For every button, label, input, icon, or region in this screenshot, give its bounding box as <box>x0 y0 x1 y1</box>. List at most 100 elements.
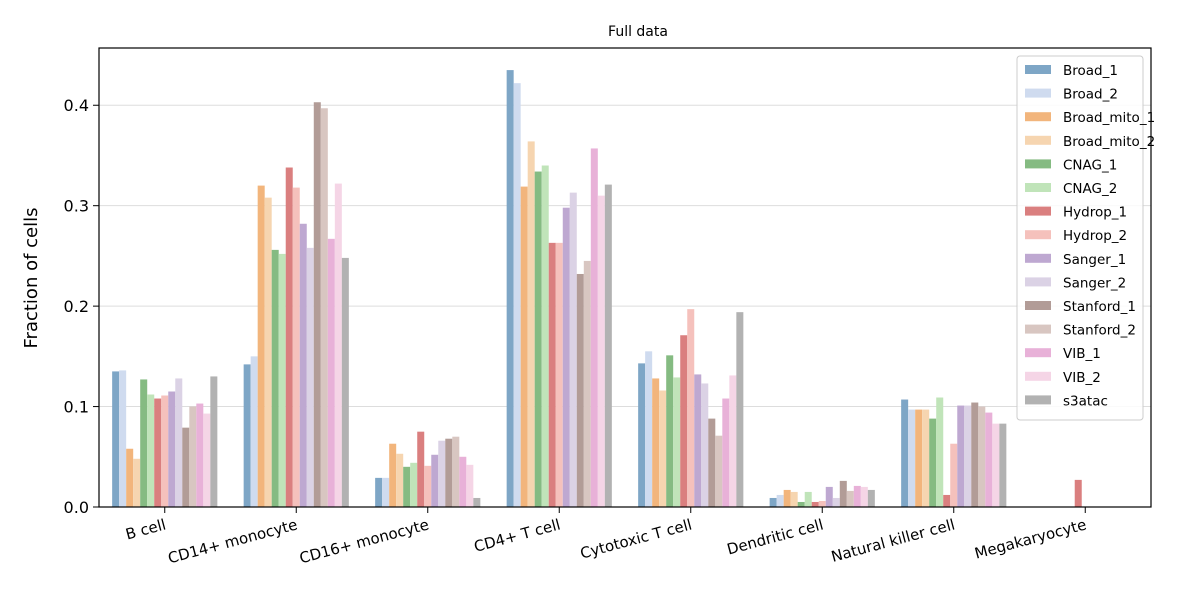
bar-stanford-2-0 <box>189 406 197 507</box>
bar-hydrop-1-2 <box>417 431 425 507</box>
bar-broad-mito-1-3 <box>520 186 528 507</box>
chart-title: Full data <box>608 24 668 40</box>
bar-stanford-1-2 <box>445 438 453 507</box>
bar-vib-1-0 <box>196 403 204 507</box>
bar-vib-2-5 <box>860 486 868 507</box>
bar-hydrop-1-7 <box>1074 479 1082 507</box>
bar-hydrop-2-6 <box>950 443 958 507</box>
y-tick-label: 0.0 <box>64 498 89 517</box>
bar-s3atac-0 <box>210 376 218 507</box>
bar-hydrop-1-6 <box>943 494 951 507</box>
bar-broad-1-1 <box>243 364 251 507</box>
bar-broad-mito-1-2 <box>389 443 397 507</box>
bar-vib-1-6 <box>985 412 993 507</box>
bar-broad-2-3 <box>513 83 521 508</box>
bar-s3atac-3 <box>604 184 612 507</box>
bar-sanger-1-3 <box>562 207 570 507</box>
bar-s3atac-4 <box>736 312 744 507</box>
plot-frame <box>98 47 1152 508</box>
bar-vib-2-2 <box>466 464 474 507</box>
bar-cnag-2-6 <box>936 397 944 507</box>
bar-broad-mito-1-6 <box>915 409 923 507</box>
bar-broad-mito-1-4 <box>652 378 660 507</box>
bar-stanford-1-6 <box>971 402 979 507</box>
bar-broad-2-1 <box>250 356 258 507</box>
legend-swatch <box>1025 395 1051 405</box>
bar-sanger-2-5 <box>832 497 840 507</box>
legend-swatch <box>1025 112 1051 122</box>
bar-cnag-1-5 <box>797 501 805 507</box>
bar-cnag-2-3 <box>541 165 549 507</box>
bar-hydrop-2-3 <box>555 242 563 507</box>
bar-sanger-2-4 <box>701 383 709 507</box>
legend: Broad_1 Broad_2 Broad_mito_1 Broad_mito_2 CN… <box>1016 55 1155 421</box>
bar-sanger-1-1 <box>299 223 307 507</box>
bar-hydrop-1-1 <box>285 167 293 507</box>
legend-swatch <box>1025 230 1051 240</box>
bar-sanger-2-0 <box>175 378 183 507</box>
bar-vib-1-5 <box>853 485 861 507</box>
y-axis-title: Fraction of cells <box>21 208 42 349</box>
bar-cnag-1-1 <box>271 249 279 507</box>
bar-hydrop-2-0 <box>161 395 169 507</box>
legend-label: s3atac <box>1063 393 1108 409</box>
bar-cnag-1-6 <box>929 418 937 507</box>
bar-sanger-2-3 <box>569 192 577 507</box>
bar-vib-2-4 <box>729 375 737 507</box>
bar-broad-1-2 <box>375 477 383 507</box>
bar-stanford-1-4 <box>708 418 716 507</box>
legend-label: Sanger_2 <box>1063 275 1126 291</box>
legend-swatch <box>1025 183 1051 192</box>
bar-s3atac-5 <box>867 489 875 507</box>
bar-broad-mito-2-0 <box>133 458 141 507</box>
bar-vib-2-6 <box>992 423 1000 507</box>
bar-broad-1-5 <box>769 497 777 507</box>
legend-swatch <box>1025 301 1051 310</box>
bar-sanger-1-4 <box>694 374 702 507</box>
bar-hydrop-1-4 <box>680 335 688 507</box>
bar-cnag-1-4 <box>666 355 674 507</box>
bar-hydrop-2-1 <box>292 187 300 508</box>
legend-swatch <box>1025 371 1051 381</box>
bar-stanford-2-1 <box>320 108 328 507</box>
legend-label: Broad_1 <box>1063 63 1118 79</box>
bar-cnag-2-0 <box>147 394 155 507</box>
bar-sanger-1-0 <box>168 391 176 507</box>
bar-vib-2-3 <box>597 195 605 507</box>
bar-vib-1-4 <box>722 398 730 507</box>
bar-broad-mito-2-4 <box>659 390 667 507</box>
legend-swatch <box>1025 324 1051 334</box>
bar-broad-2-2 <box>382 477 390 507</box>
bar-hydrop-1-0 <box>154 398 162 507</box>
bar-broad-mito-1-1 <box>257 185 265 507</box>
legend-swatch <box>1025 277 1051 287</box>
bar-stanford-2-2 <box>452 436 460 507</box>
bar-hydrop-2-2 <box>424 465 432 507</box>
legend-label: VIB_1 <box>1063 346 1101 362</box>
bar-sanger-1-5 <box>825 486 833 507</box>
bar-broad-2-5 <box>776 494 784 507</box>
legend-label: Broad_2 <box>1063 87 1118 103</box>
bar-vib-2-1 <box>334 183 342 507</box>
bar-cnag-1-2 <box>403 466 411 507</box>
bar-s3atac-6 <box>999 423 1007 507</box>
legend-swatch <box>1025 206 1051 216</box>
y-tick-label: 0.2 <box>64 297 89 316</box>
legend-label: Stanford_2 <box>1063 323 1136 339</box>
bar-broad-1-0 <box>112 371 120 507</box>
bars <box>112 70 1082 508</box>
bar-cnag-2-4 <box>673 377 681 507</box>
y-tick-label: 0.3 <box>64 197 89 216</box>
bar-stanford-1-1 <box>313 102 321 508</box>
legend-swatch <box>1025 253 1051 263</box>
bar-vib-1-3 <box>590 148 598 507</box>
bar-cnag-2-1 <box>278 253 286 507</box>
legend-label: Stanford_1 <box>1063 299 1136 315</box>
bar-stanford-1-3 <box>576 273 584 507</box>
legend-label: CNAG_1 <box>1063 157 1117 173</box>
legend-swatch <box>1025 348 1051 358</box>
bar-stanford-1-5 <box>839 480 847 507</box>
bar-stanford-2-4 <box>715 435 723 507</box>
y-tick-label: 0.1 <box>64 398 89 417</box>
bar-broad-1-3 <box>506 70 514 507</box>
